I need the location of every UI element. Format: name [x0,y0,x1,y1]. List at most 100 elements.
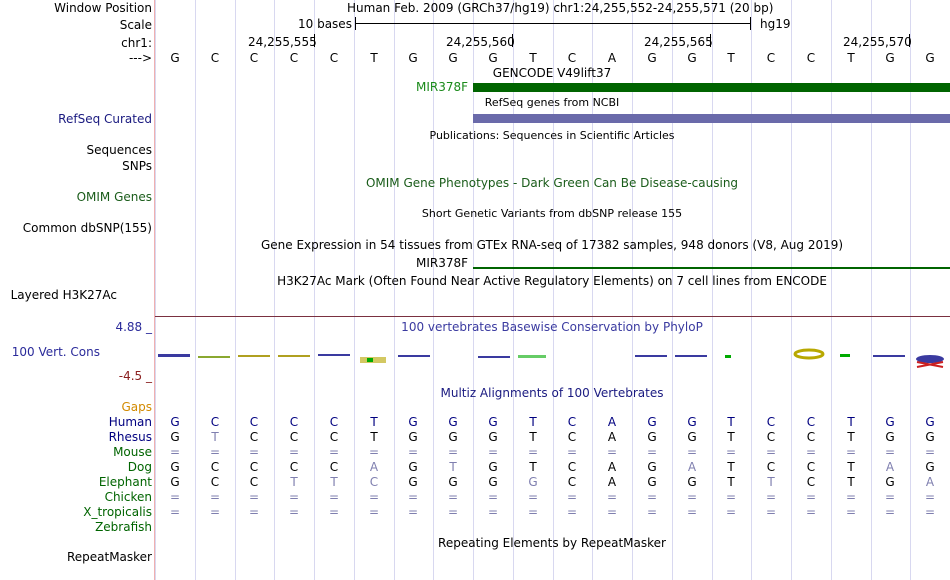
alignment-base: G [170,475,180,489]
position-tick-label: 24,255,570 [843,35,912,49]
alignment-base: C [806,460,816,474]
gencode-gene-label[interactable]: MIR378F [416,80,469,94]
alignment-base: = [487,490,499,504]
grid-line [553,0,554,580]
alignment-base: = [368,505,380,519]
alignment-base: G [408,460,418,474]
species-label[interactable]: Mouse [113,445,152,459]
alignment-base: = [169,505,181,519]
species-label[interactable]: Elephant [98,475,152,489]
alignment-base: = [566,490,578,504]
reference-base: C [766,51,776,65]
species-label[interactable]: X_tropicalis [83,505,152,519]
strand-direction-label[interactable]: ---> [128,51,152,65]
alignment-base: C [249,460,259,474]
conservation-track-title[interactable]: 100 vertebrates Basewise Conservation by… [401,320,703,334]
position-tick-label: 24,255,555 [248,35,317,49]
omim-track-title[interactable]: OMIM Gene Phenotypes - Dark Green Can Be… [365,176,739,190]
alignment-base: C [766,460,776,474]
gtex-track-title[interactable]: Gene Expression in 54 tissues from GTEx … [260,238,844,252]
grid-line [433,0,434,580]
h3k27ac-track-title[interactable]: H3K27Ac Mark (Often Found Near Active Re… [277,274,827,288]
alignment-base: = [646,490,658,504]
alignment-base: T [847,460,855,474]
alignment-base: C [289,430,299,444]
alignment-base: = [686,490,698,504]
alignment-base: G [170,460,180,474]
grid-line [672,0,673,580]
position-tick-label: 24,255,560 [446,35,515,49]
alignment-base: = [328,505,340,519]
alignment-base: C [567,415,577,429]
scale-assembly: hg19 [760,17,791,31]
gencode-track-title[interactable]: GENCODE V49lift37 [492,66,612,80]
alignment-base: G [488,475,498,489]
grid-line [314,0,315,580]
alignment-base: = [209,490,221,504]
alignment-base: = [527,490,539,504]
alignment-base: = [407,445,419,459]
grid-line [473,0,474,580]
alignment-base: G [448,475,458,489]
alignment-base: = [368,445,380,459]
alignment-base: C [329,430,339,444]
alignment-base: = [606,505,618,519]
alignment-base: T [529,460,537,474]
refseq-track-label[interactable]: RefSeq Curated [58,112,152,126]
alignment-base: C [210,415,220,429]
refseq-gene-feature[interactable] [473,114,950,123]
alignment-base: T [847,415,855,429]
grid-line [751,0,752,580]
grid-line [831,0,832,580]
alignment-base: = [805,505,817,519]
gtex-gene-label[interactable]: MIR378F [416,256,469,270]
alignment-base: C [806,415,816,429]
alignment-base: = [646,505,658,519]
gencode-gene-feature[interactable] [473,83,950,92]
scale-text: 10 bases [298,17,352,31]
species-label[interactable]: Rhesus [108,430,152,444]
alignment-base: = [725,490,737,504]
conservation-logo-marks [158,348,944,368]
sequences-track-label[interactable]: Sequences [86,143,152,157]
grid-line [910,0,911,580]
reference-base: G [408,51,418,65]
alignment-base: C [766,415,776,429]
refseq-track-title[interactable]: RefSeq genes from NCBI [484,96,620,109]
alignment-base: = [765,445,777,459]
reference-base: T [370,51,378,65]
grid-line [155,0,156,580]
gtex-gene-feature[interactable] [473,267,950,269]
conservation-logo-graph[interactable] [155,345,950,370]
species-label[interactable]: Chicken [104,490,152,504]
multiz-track-title[interactable]: Multiz Alignments of 100 Vertebrates [440,386,664,400]
scale-bar-line [355,23,751,24]
alignment-base: G [647,430,657,444]
alignment-base: T [727,460,735,474]
snps-track-label[interactable]: SNPs [122,159,152,173]
alignment-base: = [884,505,896,519]
species-label[interactable]: Dog [127,460,152,474]
h3k27ac-track-label[interactable]: Layered H3K27Ac [10,288,117,302]
window-position-text[interactable]: Human Feb. 2009 (GRCh37/hg19) chr1:24,25… [347,1,774,15]
dbsnp-track-title[interactable]: Short Genetic Variants from dbSNP releas… [421,207,683,220]
alignment-base: C [329,415,339,429]
position-tick [710,34,711,47]
alignment-base: = [487,445,499,459]
repeatmasker-track-label[interactable]: RepeatMasker [66,550,152,564]
alignment-base: C [806,475,816,489]
repeatmasker-track-title[interactable]: Repeating Elements by RepeatMasker [438,536,666,550]
alignment-base: A [925,475,935,489]
chromosome-label[interactable]: chr1: [121,36,152,50]
publications-track-title[interactable]: Publications: Sequences in Scientific Ar… [429,129,675,142]
dbsnp-track-label[interactable]: Common dbSNP(155) [22,221,152,235]
alignment-base: A [607,430,617,444]
species-label[interactable]: Human [108,415,152,429]
species-label[interactable]: Zebrafish [95,520,152,534]
reference-base: C [806,51,816,65]
alignment-base: G [687,430,697,444]
alignment-base: G [488,415,498,429]
conservation-track-label[interactable]: 100 Vert. Cons [11,345,100,359]
alignment-base: C [806,430,816,444]
omim-track-label[interactable]: OMIM Genes [76,190,152,204]
